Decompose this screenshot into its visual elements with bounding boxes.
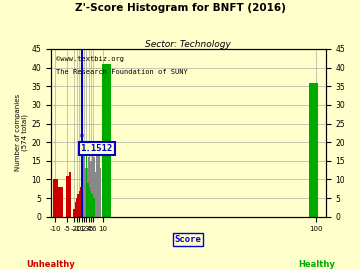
Text: 1.1512: 1.1512 bbox=[81, 144, 113, 153]
Bar bbox=[66, 176, 68, 217]
Bar bbox=[76, 198, 77, 217]
Bar bbox=[91, 153, 93, 217]
Bar bbox=[75, 202, 76, 217]
Text: Z'-Score Histogram for BNFT (2016): Z'-Score Histogram for BNFT (2016) bbox=[75, 3, 285, 13]
Bar bbox=[77, 194, 78, 217]
Bar bbox=[92, 194, 93, 217]
Bar bbox=[94, 157, 95, 217]
Bar bbox=[93, 198, 95, 217]
Bar bbox=[89, 153, 90, 217]
Y-axis label: Number of companies
(574 total): Number of companies (574 total) bbox=[15, 94, 28, 171]
Bar bbox=[77, 202, 78, 217]
Bar bbox=[78, 198, 79, 217]
Bar bbox=[86, 146, 87, 217]
Text: Unhealthy: Unhealthy bbox=[26, 260, 75, 269]
Bar bbox=[83, 150, 85, 217]
Bar bbox=[98, 150, 99, 217]
Bar bbox=[90, 161, 91, 217]
Bar bbox=[78, 194, 80, 217]
Bar bbox=[87, 168, 88, 217]
Bar bbox=[81, 183, 82, 217]
Bar bbox=[100, 168, 101, 217]
Bar bbox=[79, 191, 80, 217]
Bar bbox=[68, 172, 71, 217]
Bar bbox=[58, 187, 63, 217]
Bar bbox=[88, 157, 89, 217]
Bar bbox=[91, 194, 92, 217]
Title: Sector: Technology: Sector: Technology bbox=[145, 40, 231, 49]
Bar bbox=[102, 64, 111, 217]
Bar bbox=[85, 168, 86, 217]
Bar bbox=[99, 153, 100, 217]
Bar bbox=[80, 187, 82, 217]
Bar bbox=[87, 183, 89, 217]
Bar bbox=[95, 172, 96, 217]
Bar bbox=[76, 205, 77, 217]
Bar bbox=[75, 209, 76, 217]
Bar bbox=[96, 150, 98, 217]
Text: ©www.textbiz.org: ©www.textbiz.org bbox=[56, 56, 124, 62]
Bar bbox=[86, 161, 87, 217]
X-axis label: Score: Score bbox=[175, 235, 202, 244]
Bar bbox=[309, 83, 319, 217]
Bar bbox=[82, 139, 83, 217]
Bar bbox=[80, 191, 81, 217]
Bar bbox=[90, 191, 91, 217]
Bar bbox=[93, 157, 94, 217]
Bar bbox=[89, 187, 90, 217]
Text: Healthy: Healthy bbox=[298, 260, 335, 269]
Text: The Research Foundation of SUNY: The Research Foundation of SUNY bbox=[56, 69, 188, 75]
Bar bbox=[73, 209, 75, 217]
Bar bbox=[53, 180, 58, 217]
